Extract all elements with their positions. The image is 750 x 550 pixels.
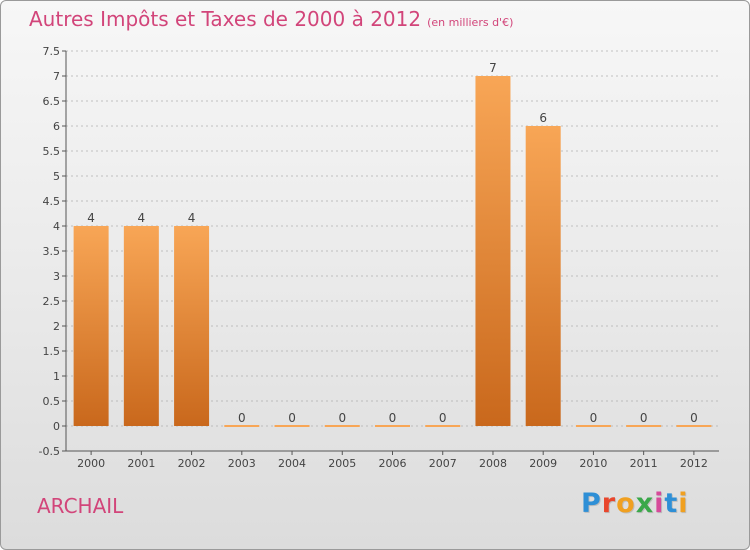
x-tick-label: 2003 — [228, 457, 256, 470]
bar — [324, 425, 360, 427]
bar — [475, 76, 511, 426]
y-tick-label: 5 — [53, 170, 60, 183]
logo-letter: o — [616, 488, 636, 519]
y-tick-label: 6 — [53, 120, 60, 133]
bar — [375, 425, 410, 427]
logo-letter: i — [678, 488, 689, 519]
y-tick-label: -0.5 — [39, 445, 60, 458]
x-tick-label: 2004 — [278, 457, 306, 470]
bar — [626, 425, 662, 427]
data-label: 7 — [489, 61, 497, 75]
y-tick-label: 6.5 — [43, 95, 61, 108]
data-label: 0 — [690, 411, 698, 425]
bar — [224, 425, 260, 427]
chart-unit: (en milliers d'€) — [427, 16, 514, 29]
y-tick-label: 1.5 — [43, 345, 61, 358]
bar — [274, 425, 310, 427]
x-tick-label: 2007 — [429, 457, 457, 470]
x-tick-label: 2012 — [680, 457, 708, 470]
x-tick-label: 2008 — [479, 457, 507, 470]
x-tick-label: 2010 — [579, 457, 607, 470]
y-tick-label: 2 — [53, 320, 60, 333]
x-tick-label: 2005 — [328, 457, 356, 470]
x-tick-label: 2001 — [127, 457, 155, 470]
commune-name: ARCHAIL — [37, 494, 124, 518]
y-tick-label: 7.5 — [43, 45, 61, 58]
y-tick-label: 0.5 — [43, 395, 61, 408]
data-label: 0 — [640, 411, 648, 425]
data-label: 0 — [590, 411, 598, 425]
x-tick-label: 2002 — [178, 457, 206, 470]
x-tick-label: 2000 — [77, 457, 105, 470]
chart-title: Autres Impôts et Taxes de 2000 à 2012 (en… — [29, 7, 513, 31]
y-tick-label: 4.5 — [43, 195, 61, 208]
y-tick-label: 3.5 — [43, 245, 61, 258]
proxiti-logo: Proxiti — [581, 488, 689, 519]
y-tick-label: 5.5 — [43, 145, 61, 158]
bar — [676, 425, 712, 427]
data-label: 0 — [338, 411, 346, 425]
data-label: 0 — [288, 411, 296, 425]
y-tick-label: 1 — [53, 370, 60, 383]
bar — [174, 226, 210, 426]
y-tick-label: 4 — [53, 220, 60, 233]
data-label: 0 — [389, 411, 397, 425]
y-tick-label: 0 — [53, 420, 60, 433]
data-label: 6 — [539, 111, 547, 125]
y-tick-label: 3 — [53, 270, 60, 283]
bar — [73, 226, 109, 426]
logo-letter: P — [581, 488, 602, 519]
data-label: 0 — [238, 411, 246, 425]
chart-title-text: Autres Impôts et Taxes de 2000 à 2012 — [29, 7, 422, 31]
x-tick-label: 2009 — [529, 457, 557, 470]
logo-letter: t — [664, 488, 679, 519]
data-label: 4 — [138, 211, 146, 225]
data-label: 4 — [188, 211, 196, 225]
y-tick-label: 2.5 — [43, 295, 61, 308]
x-tick-label: 2011 — [630, 457, 658, 470]
y-tick-label: 7 — [53, 70, 60, 83]
logo-letter: x — [635, 488, 655, 519]
bar — [425, 425, 461, 427]
x-tick-label: 2006 — [379, 457, 407, 470]
data-label: 0 — [439, 411, 447, 425]
bar — [123, 226, 159, 426]
bar — [575, 425, 611, 427]
logo-letter: i — [654, 488, 665, 519]
logo-letter: r — [601, 488, 617, 519]
bar — [525, 126, 561, 426]
data-label: 4 — [87, 211, 95, 225]
